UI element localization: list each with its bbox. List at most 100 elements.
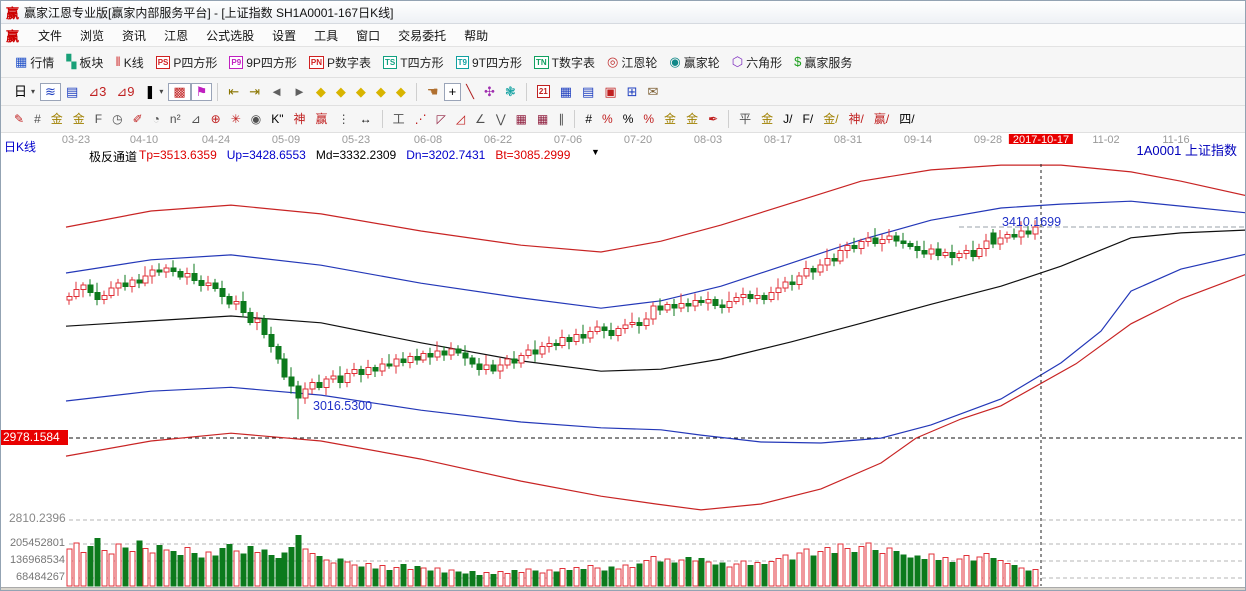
h-expand-icon[interactable]: ↔ [355, 110, 377, 128]
fan-box-icon[interactable]: ◸ [432, 110, 451, 128]
9t-square-button[interactable]: T9 9T四方形 [450, 51, 528, 74]
measure-line-icon[interactable]: ╲ [461, 83, 479, 101]
gold-ruler2-icon[interactable]: 金 [68, 110, 90, 128]
compress-diamond-icon[interactable]: ◆ [371, 83, 391, 101]
percent-line-icon[interactable]: % [597, 110, 618, 128]
purple-tool-icon[interactable]: ✣ [479, 83, 500, 101]
angle-lines-icon[interactable]: ∠ [470, 110, 491, 128]
shen-tool-icon[interactable]: 神 [289, 110, 311, 128]
ink-pen-icon[interactable]: ✒ [703, 110, 723, 128]
menu-item-3[interactable]: 江恩 [164, 28, 189, 43]
gann-wheel-button[interactable]: ◎ 江恩轮 [601, 51, 663, 74]
grid-box2-icon[interactable]: ▦ [532, 110, 553, 128]
circle-grid-icon[interactable]: ◉ [246, 110, 266, 128]
winner-wheel-button[interactable]: ◉ 赢家轮 [663, 51, 725, 74]
menu-item-9[interactable]: 帮助 [464, 28, 489, 43]
gann-fan-icon[interactable]: ⋰ [410, 110, 432, 128]
pen-tool-icon[interactable]: ✎ [9, 110, 29, 128]
angle-ruler-icon[interactable]: ⊿ [186, 110, 206, 128]
9p-square-button[interactable]: P9 9P四方形 [223, 51, 302, 74]
kline-button[interactable]: ‖ K线 [109, 51, 149, 74]
title-bar[interactable]: 赢 赢家江恩专业版[赢家内部服务平台] - [上证指数 SH1A0001-167… [1, 1, 1245, 24]
star-burst-icon[interactable]: ✳ [226, 110, 246, 128]
shen-angle-icon[interactable]: 神/ [844, 110, 869, 128]
percent-icon[interactable]: % [618, 110, 639, 128]
f10-info-icon[interactable]: ▤ [61, 83, 83, 101]
color-flag-icon[interactable]: ⚑ [190, 82, 213, 101]
candle-style-button[interactable]: ❚ ▾ [139, 83, 168, 101]
j-angle-icon[interactable]: J/ [778, 110, 797, 128]
red-pattern-icon[interactable]: ▩ [168, 82, 191, 101]
mail-icon[interactable]: ✉ [643, 83, 664, 101]
v-lines-icon[interactable]: ⋁ [491, 110, 511, 128]
calendar-21-icon[interactable]: 21 [532, 83, 555, 100]
save-icon: ▣ [604, 83, 617, 99]
channel-line-Bt [65, 274, 1245, 511]
levels-icon[interactable]: # [580, 110, 597, 128]
reset-diamond-icon[interactable]: ◆ [391, 83, 411, 101]
p-table-button[interactable]: PN P数字表 [303, 51, 377, 74]
n2-icon[interactable]: n² [165, 110, 186, 128]
zoom-right-diamond-icon[interactable]: ◆ [331, 83, 351, 101]
menu-item-7[interactable]: 窗口 [356, 28, 381, 43]
menu-item-1[interactable]: 浏览 [80, 28, 105, 43]
notepad-icon[interactable]: ▤ [577, 83, 599, 101]
next-bar-icon[interactable]: ► [288, 83, 311, 101]
win-angle-icon[interactable]: 赢/ [869, 110, 894, 128]
chart-canvas[interactable] [1, 144, 1246, 587]
matrix-icon[interactable]: ▦ [555, 83, 577, 101]
overlay-curves-icon[interactable]: ≋ [40, 82, 61, 101]
f-angle-icon[interactable]: F/ [798, 110, 819, 128]
gold-ruler-icon[interactable]: 金 [46, 110, 68, 128]
winner-service-button[interactable]: $ 赢家服务 [788, 51, 858, 74]
chart-area[interactable] [1, 144, 1246, 587]
gold-angle2-icon[interactable]: 金/ [818, 110, 843, 128]
parallel-lines-icon[interactable]: ∥ [553, 110, 569, 128]
spiral-icon[interactable]: ◷ [107, 110, 127, 128]
ruler-123-icon[interactable]: ⋮ [333, 110, 355, 128]
cycle-tool-icon[interactable]: ❃ [500, 83, 521, 101]
menu-item-5[interactable]: 设置 [272, 28, 297, 43]
f-ruler-icon[interactable]: F [90, 110, 107, 128]
expand-diamond-icon[interactable]: ◆ [351, 83, 371, 101]
grid-box-icon[interactable]: ▦ [511, 110, 532, 128]
last-bar-icon[interactable]: ⇥ [244, 83, 265, 101]
beam-tool-icon[interactable]: 工 [388, 110, 410, 128]
win-tool-icon[interactable]: 赢 [311, 110, 333, 128]
prev-bar-icon[interactable]: ◄ [265, 83, 288, 101]
scroll-marker-icon[interactable]: ▼ [591, 147, 600, 157]
t-square-button[interactable]: TS T四方形 [377, 51, 450, 74]
menu-item-0[interactable]: 文件 [38, 28, 63, 43]
clock-circle-icon[interactable]: ◔ [148, 110, 165, 128]
p-square-button[interactable]: PS P四方形 [150, 51, 224, 74]
menu-item-2[interactable]: 资讯 [122, 28, 147, 43]
drag-hand-icon[interactable]: ☚ [422, 83, 444, 101]
menu-item-8[interactable]: 交易委托 [398, 28, 447, 43]
gold-circle-icon[interactable]: 金 [659, 110, 681, 128]
four-angle-icon[interactable]: 四/ [894, 110, 919, 128]
flat-tool-icon[interactable]: 平 [734, 110, 756, 128]
chart3-icon[interactable]: ⊿3 [83, 83, 111, 101]
k-quote-icon[interactable]: K" [266, 110, 288, 128]
gold-angle-icon[interactable]: 金 [756, 110, 778, 128]
percent-levels-icon[interactable]: % [638, 110, 659, 128]
hexagon-button[interactable]: ⬡ 六角形 [726, 51, 788, 74]
sectors-button[interactable]: ▚ 板块 [60, 51, 109, 74]
chart9-icon[interactable]: ⊿9 [111, 83, 139, 101]
compass-target-icon[interactable]: ⊕ [206, 110, 226, 128]
fan-corner-icon[interactable]: ◿ [451, 110, 470, 128]
first-bar-icon[interactable]: ⇤ [223, 83, 244, 101]
brush-chart-icon[interactable]: ✐ [128, 110, 148, 128]
zoom-left-diamond-icon[interactable]: ◆ [311, 83, 331, 101]
menu-item-6[interactable]: 工具 [314, 28, 339, 43]
save-icon[interactable]: ▣ [599, 83, 621, 101]
copy-icon[interactable]: ⊞ [622, 83, 643, 101]
ruler-ticks-icon[interactable]: # [29, 110, 46, 128]
t-table-button[interactable]: TN T数字表 [528, 51, 601, 74]
gold-line-icon[interactable]: 金 [681, 110, 703, 128]
period-day-button[interactable]: 日 ▾ [9, 83, 40, 101]
crosshair-icon[interactable]: + [443, 82, 462, 101]
quotes-button[interactable]: ▦ 行情 [9, 51, 60, 74]
gold-angle2-icon: 金/ [823, 112, 839, 126]
menu-item-4[interactable]: 公式选股 [206, 28, 255, 43]
